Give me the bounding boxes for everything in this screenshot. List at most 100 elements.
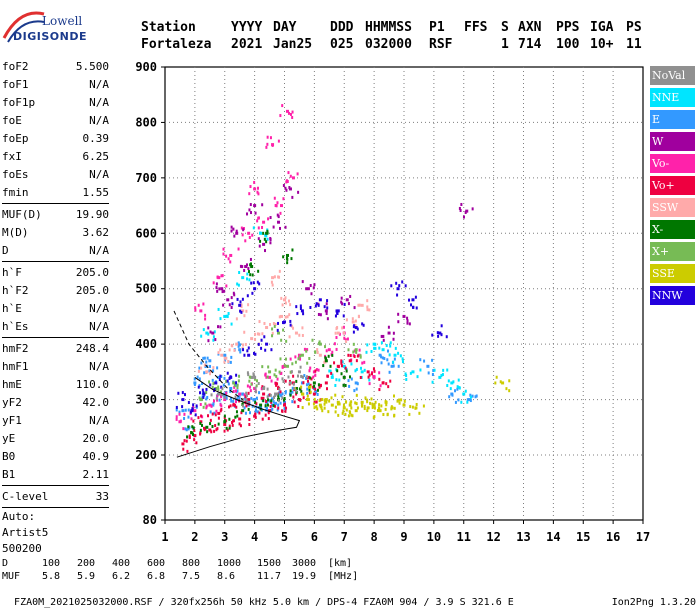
data-point-echo — [306, 348, 309, 352]
data-point-echo — [305, 376, 308, 380]
data-point-echo — [246, 371, 249, 375]
data-point-echo — [220, 407, 223, 411]
data-point-echo — [441, 373, 444, 377]
data-point — [283, 298, 286, 302]
data-point-echo — [368, 308, 371, 312]
data-point-echo — [334, 314, 337, 318]
data-point-echo — [210, 393, 213, 397]
data-point-echo — [289, 323, 292, 327]
x-tick-label: 3 — [221, 530, 228, 544]
data-point-echo — [215, 397, 218, 401]
data-point-echo — [320, 405, 323, 409]
data-point-echo — [412, 305, 415, 309]
data-point-echo — [335, 347, 338, 351]
data-point-echo — [297, 190, 300, 194]
data-point-echo — [292, 326, 295, 330]
data-point-echo — [246, 277, 249, 281]
data-point-echo — [366, 299, 369, 303]
data-point-echo — [227, 360, 230, 364]
data-point — [327, 348, 331, 352]
data-point — [193, 381, 197, 385]
data-point-echo — [252, 226, 255, 230]
data-point-echo — [279, 390, 282, 394]
data-point-echo — [397, 312, 400, 316]
data-point-echo — [217, 325, 220, 329]
data-point-echo — [198, 366, 201, 370]
data-point-echo — [238, 374, 241, 378]
data-point-echo — [248, 423, 251, 427]
data-point-echo — [236, 282, 239, 286]
data-point-echo — [437, 334, 440, 338]
data-point-echo — [238, 395, 241, 399]
data-point — [297, 370, 301, 374]
data-point-echo — [259, 231, 262, 235]
data-point — [330, 403, 334, 407]
data-point-echo — [306, 387, 309, 391]
data-point-echo — [241, 392, 244, 396]
data-point-echo — [213, 429, 216, 433]
data-point-echo — [342, 403, 345, 407]
data-point-echo — [242, 404, 245, 408]
data-point-echo — [236, 386, 239, 390]
data-point-echo — [206, 356, 209, 360]
data-point-echo — [219, 374, 222, 378]
data-point-echo — [385, 403, 388, 407]
data-point-echo — [396, 399, 399, 403]
data-point-echo — [285, 339, 288, 343]
param-row: fmin 1.55 — [2, 184, 109, 202]
data-point-echo — [326, 299, 329, 303]
data-point-echo — [270, 408, 273, 412]
data-point-echo — [204, 402, 207, 406]
data-point-echo — [219, 403, 222, 407]
data-point-echo — [352, 330, 355, 334]
data-point-echo — [399, 354, 402, 358]
data-point-echo — [308, 369, 311, 373]
data-point — [253, 375, 257, 379]
data-point-echo — [260, 387, 263, 391]
param-value: N/A — [89, 96, 109, 109]
data-point-echo — [384, 407, 387, 411]
data-point-echo — [214, 338, 217, 342]
data-point-echo — [282, 328, 285, 332]
y-tick-label: 500 — [135, 282, 157, 296]
data-point-echo — [334, 331, 337, 335]
data-point-echo — [186, 435, 189, 439]
param-label: foE — [2, 114, 22, 127]
data-point-echo — [345, 339, 348, 343]
data-point-echo — [190, 431, 193, 435]
data-point-echo — [306, 394, 309, 398]
y-tick-label: 400 — [135, 337, 157, 351]
param-separator — [2, 485, 109, 486]
data-point-echo — [200, 423, 203, 427]
data-point-echo — [355, 387, 358, 391]
data-point-echo — [368, 382, 371, 386]
data-point-echo — [356, 382, 359, 386]
data-point-echo — [291, 248, 294, 252]
param-row: hmF1 N/A — [2, 358, 109, 376]
param-row: hmE 110.0 — [2, 376, 109, 394]
data-point-echo — [324, 345, 327, 349]
footer-row-unit: [MHz] — [328, 571, 359, 582]
data-point-echo — [340, 372, 343, 376]
data-point-echo — [337, 365, 340, 369]
param-row: foF1 N/A — [2, 76, 109, 94]
data-point-echo — [212, 402, 215, 406]
data-point-echo — [309, 284, 312, 288]
data-point-echo — [358, 348, 361, 352]
file-info-text: FZA0M_2021025032000.RSF / 320fx256h 50 k… — [14, 597, 514, 608]
data-point-echo — [316, 351, 319, 355]
data-point-echo — [343, 331, 346, 335]
data-point — [214, 381, 218, 385]
data-point-echo — [336, 369, 339, 373]
data-point-echo — [218, 378, 221, 382]
data-point-echo — [347, 353, 350, 357]
data-point-echo — [283, 407, 286, 411]
data-point-echo — [235, 405, 238, 409]
data-point — [318, 403, 322, 407]
data-point-echo — [448, 395, 451, 399]
data-point-echo — [255, 379, 258, 383]
data-point-echo — [183, 439, 186, 443]
data-point — [396, 287, 400, 291]
data-point-echo — [449, 387, 452, 391]
data-point-echo — [356, 406, 359, 410]
